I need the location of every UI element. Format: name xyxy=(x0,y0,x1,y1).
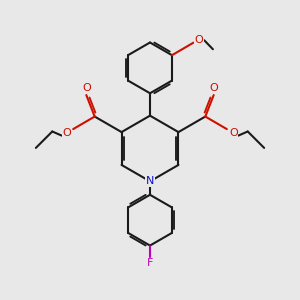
Text: O: O xyxy=(62,128,71,138)
Text: O: O xyxy=(209,83,218,94)
Text: N: N xyxy=(146,176,154,186)
Text: O: O xyxy=(229,128,238,138)
Text: O: O xyxy=(194,35,203,45)
Text: O: O xyxy=(82,83,91,94)
Text: F: F xyxy=(147,259,153,269)
